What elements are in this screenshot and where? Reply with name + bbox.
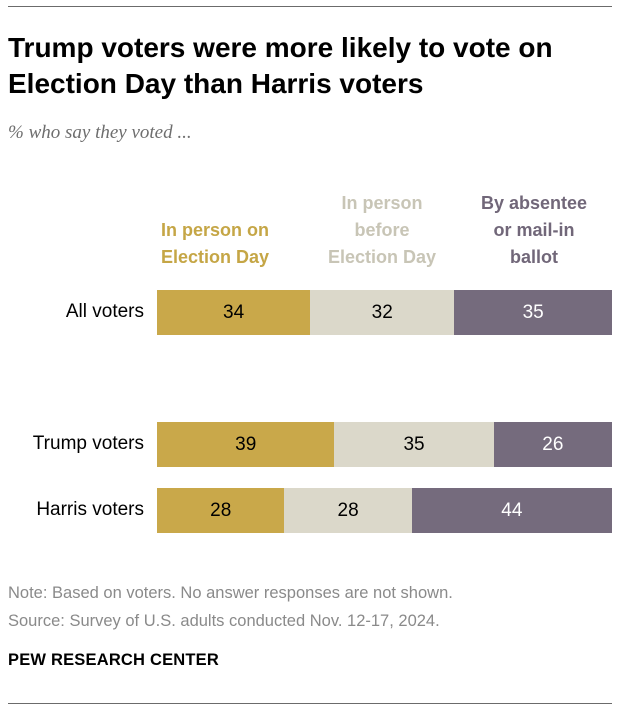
bar-segment: 32 [310,290,455,335]
legend-line: Election Day [327,247,437,267]
data-label: 26 [542,433,564,455]
data-label: 44 [501,499,523,521]
brand-logo-text: PEW RESEARCH CENTER [8,651,219,669]
chart-source: Source: Survey of U.S. adults conducted … [8,612,440,630]
legend-line: Election Day [160,247,270,267]
legend-line: before [354,220,410,240]
category-label: Harris voters [36,499,144,520]
bar-segment: 44 [411,488,612,533]
category-label: Trump voters [32,433,144,454]
bar-segment: 39 [157,422,335,467]
legend-line: In person on [161,220,269,240]
legend-item-1: In person on Election Day [135,217,295,271]
data-label: 39 [235,433,257,455]
legend-item-3: By absentee or mail-in ballot [454,190,614,271]
chart-note: Note: Based on voters. No answer respons… [8,584,453,602]
legend-line: By absentee [480,193,588,213]
bottom-rule [8,703,612,704]
bar-segment: 35 [334,422,494,467]
chart-subtitle: % who say they voted ... [8,122,192,143]
data-label: 32 [371,301,393,323]
bar-segment: 26 [493,422,612,467]
stacked-bar: 28 28 44 [157,488,612,533]
top-rule [8,6,612,7]
bar-segment: 28 [284,488,412,533]
data-label: 34 [223,301,245,323]
data-label: 28 [210,499,232,521]
category-label: All voters [65,301,144,322]
bar-segment: 35 [454,290,612,335]
bar-segment: 34 [157,290,311,335]
stacked-bar: 39 35 26 [157,422,612,467]
legend-line: In person [341,193,423,213]
legend-line: or mail-in [493,220,575,240]
data-label: 35 [522,301,544,323]
stacked-bar: 34 32 35 [157,290,612,335]
legend-item-2: In person before Election Day [302,190,462,271]
bar-segment: 28 [157,488,285,533]
chart-title: Trump voters were more likely to vote on… [8,32,553,99]
data-label: 35 [403,433,425,455]
data-label: 28 [337,499,359,521]
legend-line: ballot [510,247,558,267]
